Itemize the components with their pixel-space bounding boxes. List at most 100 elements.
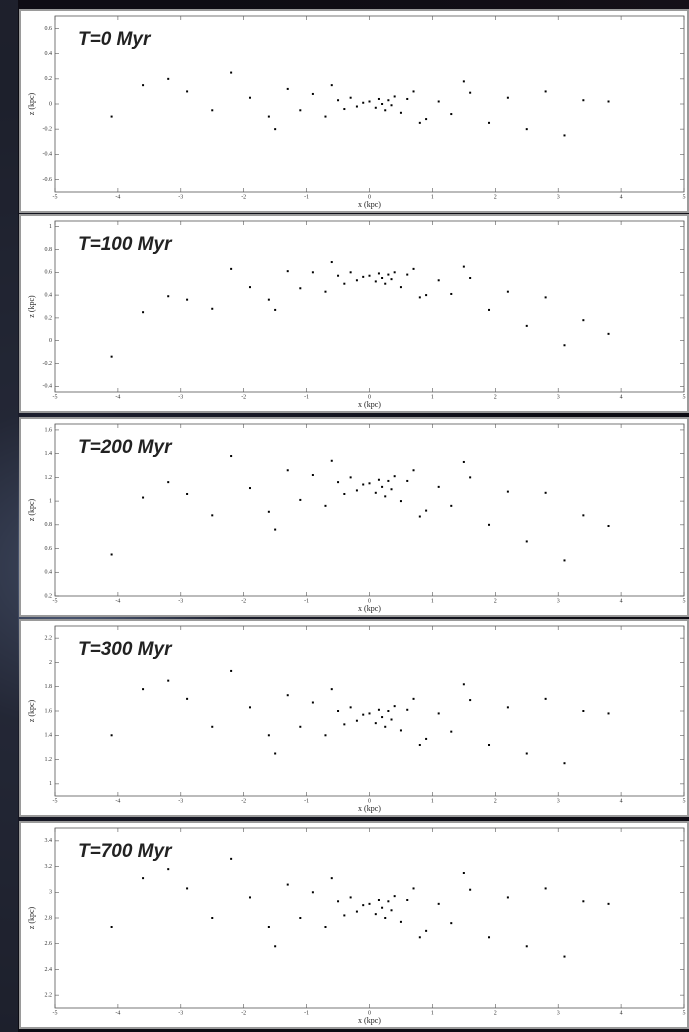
y-tick-label: 0.6 bbox=[45, 546, 53, 552]
point bbox=[349, 271, 352, 274]
x-tick-label: 5 bbox=[683, 798, 686, 804]
point bbox=[299, 287, 302, 290]
x-tick-label: -3 bbox=[178, 798, 183, 804]
point bbox=[563, 955, 566, 958]
point bbox=[230, 267, 233, 270]
point bbox=[399, 500, 402, 503]
point bbox=[311, 271, 314, 274]
x-tick-label: 1 bbox=[431, 1010, 434, 1016]
point bbox=[544, 887, 547, 890]
x-tick-label: 0 bbox=[368, 394, 371, 400]
point bbox=[355, 719, 358, 722]
point bbox=[355, 279, 358, 282]
point bbox=[324, 290, 327, 293]
point bbox=[406, 708, 409, 711]
point bbox=[412, 887, 415, 890]
point bbox=[211, 514, 214, 517]
point bbox=[186, 492, 189, 495]
point bbox=[469, 91, 472, 94]
x-tick-label: 1 bbox=[431, 798, 434, 804]
point bbox=[525, 324, 528, 327]
point bbox=[324, 504, 327, 507]
point bbox=[299, 917, 302, 919]
x-tick-label: 4 bbox=[620, 394, 623, 400]
point bbox=[368, 100, 371, 103]
panel-title: T=700 Myr bbox=[78, 841, 173, 862]
y-tick-label: 0.2 bbox=[45, 593, 53, 599]
point bbox=[418, 744, 421, 746]
point bbox=[607, 902, 610, 905]
point bbox=[437, 902, 440, 905]
y-tick-label: -0.4 bbox=[43, 152, 53, 158]
point bbox=[355, 105, 358, 108]
point bbox=[437, 279, 440, 282]
y-tick-label: 1.8 bbox=[45, 684, 53, 690]
point bbox=[368, 712, 371, 715]
panel-background bbox=[19, 9, 689, 213]
x-tick-label: -4 bbox=[115, 1010, 120, 1016]
y-tick-label: 2.2 bbox=[45, 993, 53, 999]
point bbox=[274, 528, 277, 531]
point bbox=[469, 888, 472, 891]
y-axis-label: z (kpc) bbox=[27, 92, 36, 115]
point bbox=[362, 904, 365, 907]
x-tick-label: -5 bbox=[53, 1010, 58, 1016]
point bbox=[330, 877, 333, 880]
point bbox=[390, 488, 393, 491]
point bbox=[437, 712, 440, 715]
y-tick-label: 1 bbox=[49, 224, 52, 230]
y-tick-label: 2.4 bbox=[45, 967, 53, 973]
x-axis-label: x (kpc) bbox=[358, 400, 381, 409]
x-tick-label: -1 bbox=[304, 798, 309, 804]
point bbox=[362, 275, 365, 278]
x-tick-label: 3 bbox=[557, 598, 560, 604]
point bbox=[412, 697, 415, 700]
point bbox=[462, 460, 465, 463]
x-tick-label: 2 bbox=[494, 394, 497, 400]
point bbox=[337, 900, 340, 903]
y-tick-label: 3.4 bbox=[45, 838, 53, 844]
point bbox=[377, 272, 380, 275]
y-tick-label: 1.4 bbox=[45, 733, 53, 739]
point bbox=[450, 113, 453, 116]
y-tick-label: 2 bbox=[49, 660, 52, 666]
point bbox=[544, 491, 547, 494]
point bbox=[607, 332, 610, 335]
point bbox=[368, 274, 371, 277]
point bbox=[374, 106, 377, 109]
point bbox=[582, 900, 585, 903]
point bbox=[462, 265, 465, 268]
y-tick-label: 0.8 bbox=[45, 247, 53, 253]
panel: -5 -4 -3 -2 -1 0 1 2 3 4 5 -0.4 -0.2 0 0.2 0.4 0.6 0.8 1 x … bbox=[19, 214, 689, 413]
point bbox=[311, 701, 314, 704]
y-tick-label: 2.2 bbox=[45, 636, 53, 642]
point bbox=[286, 694, 289, 697]
point bbox=[377, 708, 380, 711]
point bbox=[186, 298, 189, 301]
panel-title: T=300 Myr bbox=[78, 639, 173, 660]
point bbox=[582, 99, 585, 102]
point bbox=[488, 936, 491, 939]
y-tick-label: 2.8 bbox=[45, 915, 53, 921]
y-tick-label: 1.4 bbox=[45, 451, 53, 457]
point bbox=[406, 273, 409, 276]
point bbox=[437, 100, 440, 103]
point bbox=[381, 485, 384, 488]
x-tick-label: 3 bbox=[557, 1010, 560, 1016]
point bbox=[355, 489, 358, 492]
y-axis-label: z (kpc) bbox=[27, 699, 36, 722]
point bbox=[381, 277, 384, 279]
point bbox=[142, 496, 145, 499]
y-tick-label: 0.6 bbox=[45, 270, 53, 276]
point bbox=[167, 295, 170, 298]
point bbox=[211, 725, 214, 728]
point bbox=[286, 87, 289, 90]
panel-title: T=100 Myr bbox=[78, 234, 173, 255]
point bbox=[406, 899, 409, 901]
y-tick-label: 1 bbox=[49, 498, 52, 504]
y-tick-label: 0 bbox=[49, 101, 52, 107]
point bbox=[362, 713, 365, 716]
point bbox=[425, 118, 428, 121]
point bbox=[418, 296, 421, 299]
x-tick-label: 4 bbox=[620, 598, 623, 604]
